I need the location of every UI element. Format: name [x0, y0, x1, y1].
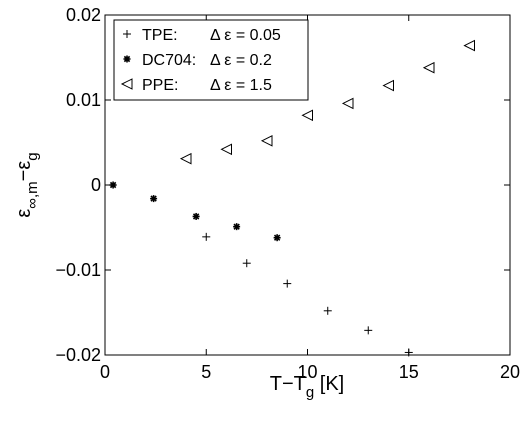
- data-point-dc704: [150, 195, 158, 203]
- legend-box: [113, 19, 309, 101]
- data-point-ppe: [422, 61, 435, 74]
- data-point-tpe: [283, 279, 292, 288]
- data-point-tpe: [323, 306, 332, 315]
- data-point-dc704: [233, 223, 241, 231]
- legend-label-dc704: DC704:: [142, 52, 196, 69]
- y-axis-label: ε∞,m−εg: [13, 152, 41, 217]
- data-point-ppe: [260, 134, 273, 147]
- y-axis-label-mid: −ε: [13, 161, 35, 182]
- y-tick-label: 0: [91, 175, 101, 195]
- y-axis-label-sub1: ∞,m: [24, 181, 41, 208]
- legend-entry-tpe: TPE: Δ ε = 0.05: [123, 27, 281, 44]
- x-axis-label-main: T−T: [270, 373, 306, 395]
- x-axis-label-unit: [K]: [314, 373, 344, 395]
- x-tick-label: 15: [399, 362, 419, 382]
- x-tick-label: 20: [500, 362, 520, 382]
- legend-entry-ppe: PPE: Δ ε = 1.5: [120, 77, 272, 94]
- legend-label-ppe: PPE:: [142, 77, 178, 94]
- legend: TPE: Δ ε = 0.05 DC704: Δ ε = 0.2 PPE: Δ …: [113, 19, 309, 101]
- data-point-tpe: [364, 326, 373, 335]
- legend-symbol-dc704: [123, 55, 131, 63]
- data-point-tpe: [242, 259, 251, 268]
- x-tick-label: 10: [297, 362, 317, 382]
- axis-ticks: 0 5 10 15 20 −0.02 −0.01 0 0.01 0.02: [55, 5, 520, 382]
- y-tick-label: 0.01: [66, 90, 101, 110]
- data-point-tpe: [404, 348, 413, 357]
- x-axis-label: T−Tg [K]: [270, 373, 344, 401]
- data-point-ppe: [179, 152, 192, 165]
- x-axis-label-sub: g: [306, 384, 314, 401]
- legend-marker-ppe: [120, 78, 133, 90]
- data-point-dc704: [273, 234, 281, 242]
- x-tick-label: 0: [100, 362, 110, 382]
- y-axis-label-main: ε: [13, 209, 35, 218]
- legend-entry-dc704: DC704: Δ ε = 0.2: [123, 52, 272, 69]
- data-point-dc704: [109, 181, 117, 189]
- data-point-dc704: [192, 212, 200, 220]
- legend-delta-tpe: Δ ε = 0.05: [210, 27, 281, 44]
- x-tick-label: 5: [201, 362, 211, 382]
- legend-symbol-ppe: [120, 78, 133, 90]
- legend-delta-ppe: Δ ε = 1.5: [210, 77, 272, 94]
- y-axis-label-sub2: g: [24, 152, 41, 160]
- y-tick-label: −0.01: [55, 260, 101, 280]
- data-marks: [109, 39, 475, 357]
- data-point-ppe: [341, 97, 354, 110]
- data-point-ppe: [301, 109, 313, 122]
- legend-marker-dc704: [123, 55, 131, 63]
- data-point-ppe: [382, 79, 394, 92]
- legend-delta-dc704: Δ ε = 0.2: [210, 52, 272, 69]
- legend-symbol-tpe: [123, 30, 131, 38]
- legend-marker-tpe: [123, 30, 131, 38]
- legend-label-tpe: TPE:: [142, 27, 178, 44]
- y-tick-label: 0.02: [66, 5, 101, 25]
- data-point-tpe: [202, 232, 211, 241]
- y-tick-label: −0.02: [55, 345, 101, 365]
- data-point-ppe: [220, 143, 232, 156]
- data-point-ppe: [463, 39, 475, 52]
